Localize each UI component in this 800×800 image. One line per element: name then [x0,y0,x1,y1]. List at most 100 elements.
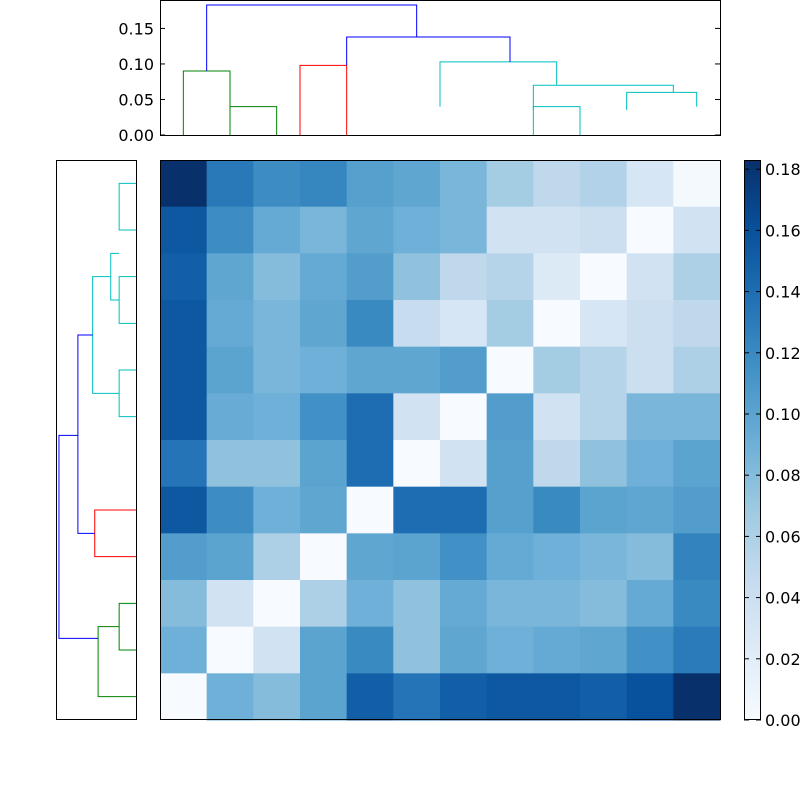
heatmap-cell [253,673,301,721]
heatmap-cell [346,533,394,581]
heatmap-cell [440,300,488,348]
heatmap-cell [440,160,488,208]
heatmap-cell [626,626,674,674]
heatmap-cell [253,440,301,488]
row-dendrogram-frame [56,160,137,720]
row-dendrogram-link [58,434,99,639]
heatmap-cell [533,486,581,534]
heatmap-cell [346,346,394,394]
column-dendrogram-link [439,61,558,107]
column-dendrogram-link [532,84,674,111]
heatmap-cell [300,533,348,581]
heatmap-cell [346,673,394,721]
heatmap-cell [160,206,208,254]
column-dendrogram-tick-label: 0.10 [118,55,154,74]
heatmap-cell [253,253,301,301]
heatmap-cell [393,673,441,721]
heatmap-cell [253,393,301,441]
row-dendrogram-link [118,602,136,651]
column-dendrogram-link [229,106,278,135]
heatmap-cell [206,533,254,581]
heatmap-cell [393,300,441,348]
heatmap-cell [300,580,348,628]
colorbar-tick-label: 0.08 [765,466,800,485]
column-dendrogram-frame [160,0,721,136]
heatmap-cell [533,533,581,581]
heatmap-cell [533,346,581,394]
heatmap-cell [393,393,441,441]
colorbar-tick-label: 0.10 [765,405,800,424]
heatmap-cell [393,533,441,581]
heatmap-cell [626,673,674,721]
heatmap-cell [206,253,254,301]
heatmap-cell [626,486,674,534]
heatmap-cell [580,486,628,534]
heatmap-cell [580,440,628,488]
heatmap-cell [393,440,441,488]
column-dendrogram-link [346,36,511,66]
colorbar-frame [744,160,761,720]
heatmap-cell [346,626,394,674]
heatmap-cell [253,580,301,628]
heatmap-cell [626,346,674,394]
colorbar-tick-label: 0.18 [765,160,800,179]
heatmap-cell [253,346,301,394]
colorbar-tick-label: 0.00 [765,711,800,730]
heatmap-cell [440,346,488,394]
heatmap-cell [626,393,674,441]
heatmap-cell [533,440,581,488]
heatmap-cell [300,160,348,208]
heatmap-cell [580,253,628,301]
heatmap-cell [440,393,488,441]
row-dendrogram-link [118,369,136,418]
heatmap-cell [673,300,721,348]
heatmap-cell [206,393,254,441]
heatmap-cell [393,346,441,394]
heatmap-cell [206,346,254,394]
heatmap-cell [206,160,254,208]
row-dendrogram-link [97,626,136,698]
heatmap-cell [440,440,488,488]
heatmap-cell [533,160,581,208]
heatmap-cell [486,440,534,488]
row-dendrogram-link [118,182,136,231]
heatmap-cell [160,673,208,721]
heatmap-cell [346,393,394,441]
heatmap-cell [160,533,208,581]
heatmap-cell [300,346,348,394]
colorbar-tick-label: 0.02 [765,650,800,669]
heatmap-cell [533,626,581,674]
heatmap-cell [393,206,441,254]
heatmap-cell [346,440,394,488]
heatmap-cell [160,580,208,628]
heatmap-cell [486,206,534,254]
heatmap-cell [393,486,441,534]
heatmap-cell [160,160,208,208]
heatmap-cell [440,253,488,301]
row-dendrogram-link [77,334,95,534]
heatmap-cell [300,440,348,488]
column-dendrogram-tick-label: 0.05 [118,90,154,109]
heatmap-cell [580,393,628,441]
heatmap-cell [486,673,534,721]
heatmap-cell [206,626,254,674]
heatmap-cell [486,393,534,441]
heatmap-cell [346,300,394,348]
colorbar-tick-label: 0.14 [765,283,800,302]
heatmap-cell [393,253,441,301]
heatmap-cell [486,580,534,628]
heatmap-cell [626,253,674,301]
heatmap-cell [300,486,348,534]
heatmap-cell [673,253,721,301]
heatmap-cell [580,673,628,721]
heatmap-cell [626,300,674,348]
colorbar-ticks: 0.00 0.02 0.04 0.06 0.08 0.10 0.12 0.14 0.16 0.18 [744,160,800,730]
heatmap-cell [160,626,208,674]
heatmap-cell [673,673,721,721]
heatmap-cell [300,626,348,674]
heatmap-cell [253,160,301,208]
column-dendrogram-link [532,106,581,135]
colorbar-gradient [744,160,761,720]
column-dendrogram: 0.00 0.05 0.10 0.15 [118,0,721,145]
heatmap-cell [346,580,394,628]
